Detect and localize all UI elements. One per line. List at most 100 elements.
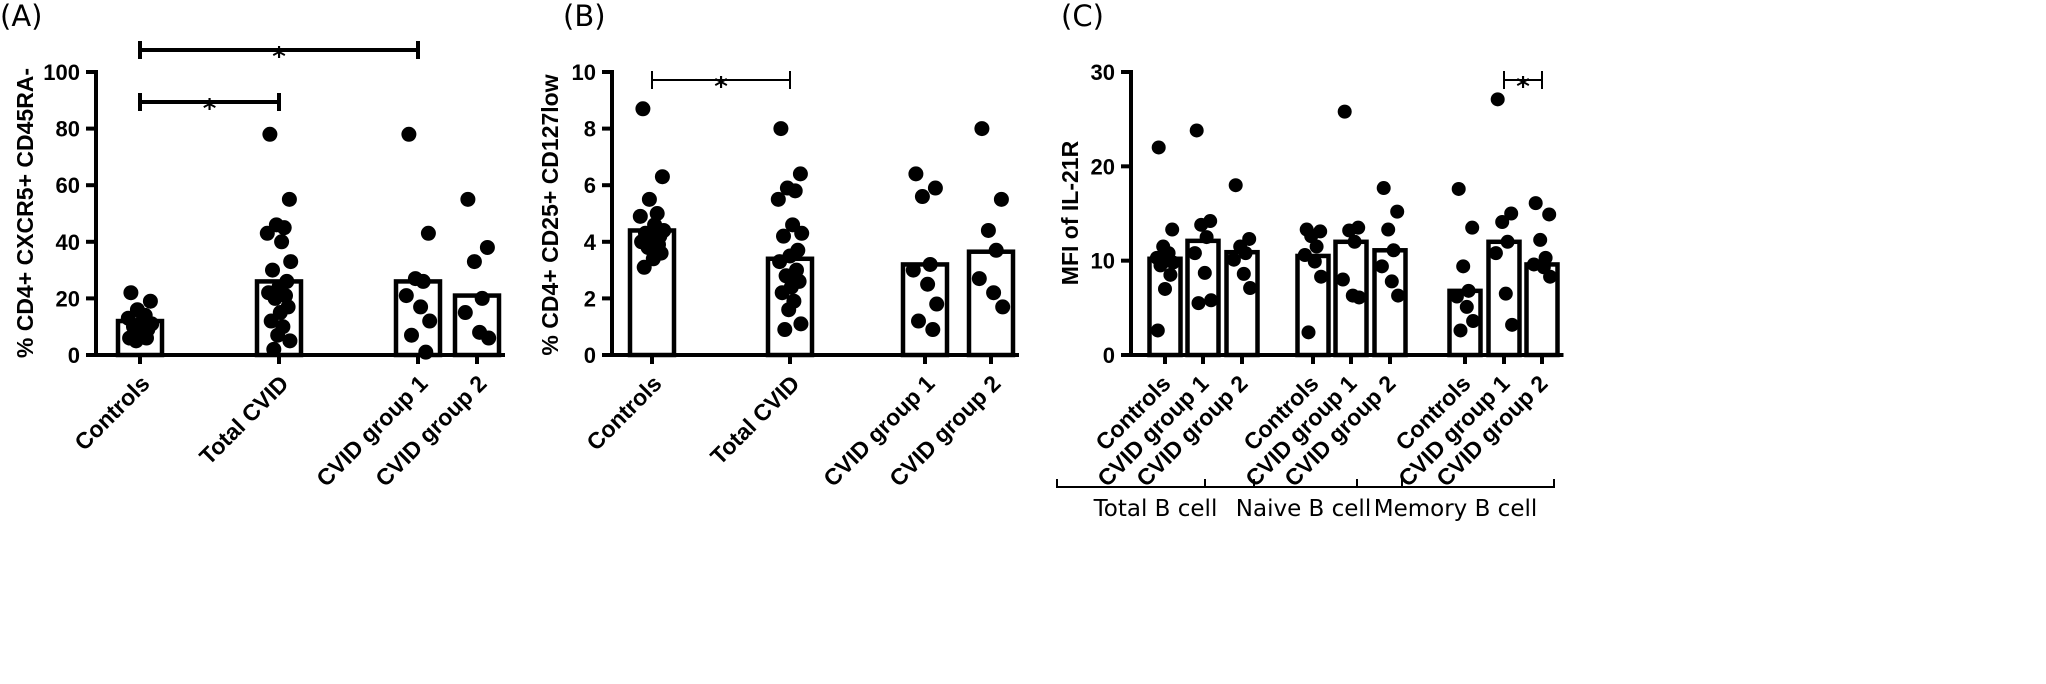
data-point [636, 259, 652, 275]
data-point [457, 305, 473, 321]
data-point [1150, 323, 1165, 338]
data-point [794, 225, 810, 241]
data-point [1342, 223, 1357, 238]
data-point [781, 302, 797, 318]
y-tick-label: 10 [572, 60, 596, 85]
y-tick-label: 0 [1103, 343, 1115, 368]
x-category-label: Controls [581, 370, 666, 455]
data-point [142, 293, 158, 309]
data-point [793, 316, 809, 332]
data-point [1309, 239, 1324, 254]
data-point [971, 271, 987, 287]
data-point [404, 327, 419, 343]
data-point [905, 262, 921, 278]
data-point [123, 285, 139, 301]
data-point [993, 191, 1009, 207]
data-point [1197, 265, 1212, 280]
data-point [920, 276, 936, 292]
data-point [776, 228, 791, 244]
x-category-label: Total CVID [194, 370, 293, 469]
data-point [1335, 272, 1350, 287]
data-point [1314, 269, 1329, 284]
data-point [1297, 248, 1312, 263]
data-point [1352, 290, 1367, 305]
data-point [908, 166, 924, 182]
data-point [1243, 281, 1258, 296]
data-point [466, 254, 482, 270]
data-point [398, 288, 414, 304]
data-point [1204, 293, 1219, 308]
bar [452, 293, 502, 358]
data-point [262, 126, 278, 142]
data-point [635, 101, 651, 117]
y-tick-label: 20 [1091, 154, 1115, 179]
data-point [1466, 314, 1481, 329]
group-label: Naive B cell [1236, 496, 1371, 522]
y-tick-label: 60 [56, 173, 80, 198]
y-tick-label: 100 [43, 60, 80, 85]
data-point [1374, 259, 1389, 274]
significance-bracket [138, 93, 281, 111]
data-point [474, 290, 490, 306]
panel-label: (B) [563, 0, 606, 33]
data-point [1453, 323, 1468, 338]
data-point [927, 180, 943, 196]
data-point [1151, 140, 1166, 155]
data-point [418, 344, 434, 360]
data-point [460, 191, 476, 207]
data-point [413, 299, 429, 315]
data-point [770, 191, 786, 207]
data-point [986, 285, 1002, 301]
data-point [1226, 252, 1241, 267]
panel-label: (C) [1061, 0, 1104, 33]
y-axis-label: MFI of IL-21R [1057, 140, 1083, 285]
group-bracket [1204, 479, 1403, 488]
data-point [1166, 255, 1181, 270]
y-tick-label: 0 [584, 343, 596, 368]
data-point [1528, 196, 1543, 211]
data-point [274, 234, 290, 250]
data-point [649, 206, 665, 221]
data-point [1347, 234, 1362, 249]
data-point [283, 254, 299, 270]
data-point [1199, 230, 1214, 245]
data-point [1165, 222, 1180, 237]
x-category-label: CVID group 1 [818, 370, 940, 492]
data-point [1228, 178, 1243, 193]
panel-a: (A) % CD4+ CXCR5+ CD45RA- 0 20 40 60 80 100 Cont… [0, 0, 505, 492]
data-point [1189, 123, 1204, 138]
panel-b: (B) % CD4+ CD25+ CD127low 0 2 4 6 8 10 Controls T… [537, 0, 1019, 492]
data-point [1500, 234, 1515, 249]
group-label: Memory B cell [1374, 496, 1538, 522]
group-bracket [1356, 479, 1555, 488]
data-point [1376, 181, 1391, 196]
data-point [1194, 217, 1209, 232]
data-point [911, 313, 926, 329]
data-point [1391, 288, 1406, 303]
y-tick-label: 4 [584, 230, 597, 255]
x-category-label: Controls [69, 370, 154, 455]
group-label: Total B cell [1093, 496, 1218, 522]
data-point [1542, 207, 1557, 222]
data-point [1301, 325, 1316, 340]
data-point [787, 183, 803, 199]
significance-star: * [1516, 72, 1530, 102]
data-point [1187, 246, 1202, 261]
significance-bracket [651, 71, 791, 89]
data-point [792, 166, 808, 182]
data-point [1488, 246, 1503, 261]
data-point [1451, 181, 1466, 196]
data-point [632, 208, 648, 224]
y-tick-label: 40 [56, 230, 80, 255]
y-tick-label: 8 [584, 117, 596, 142]
data-point [1158, 281, 1172, 296]
data-point [263, 313, 279, 329]
data-point [276, 220, 292, 236]
data-point [1465, 220, 1480, 235]
data-point [914, 189, 930, 205]
y-tick-label: 10 [1091, 249, 1115, 274]
data-point [1498, 286, 1513, 301]
data-point [974, 121, 990, 137]
